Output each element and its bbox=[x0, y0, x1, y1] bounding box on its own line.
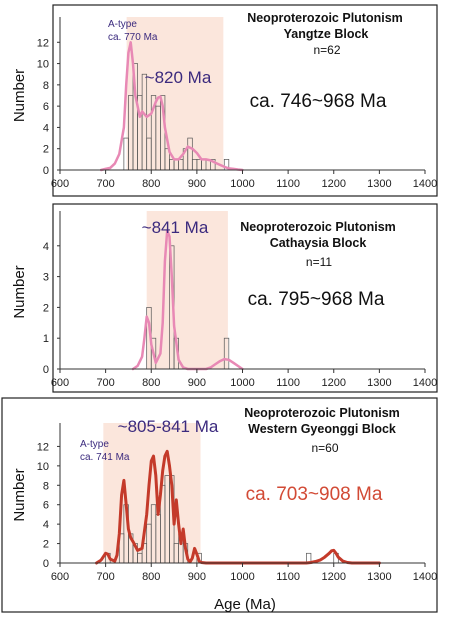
probability-density-curve bbox=[99, 41, 244, 172]
panel-title-line-2: Cathaysia Block bbox=[270, 236, 367, 250]
y-tick-label: 0 bbox=[43, 364, 49, 376]
x-tick-label: 1400 bbox=[413, 377, 437, 389]
panel-3: 600 700 800 900 1000 1100 1200 1300 1400 0 2 4 6 8 10 1… bbox=[1, 397, 438, 613]
peak-age-label: ~841 Ma bbox=[142, 218, 209, 237]
y-tick-label: 12 bbox=[37, 441, 49, 453]
sample-count-label: n=60 bbox=[311, 441, 338, 455]
y-tick-label: 2 bbox=[43, 539, 49, 551]
panel-title-line-1: Neoproterozoic Plutonism bbox=[240, 220, 396, 234]
a-type-label: A-type bbox=[80, 439, 109, 450]
x-tick-label: 1200 bbox=[322, 377, 346, 389]
x-tick-label: 1300 bbox=[367, 571, 391, 583]
panel-title-line-2: Yangtze Block bbox=[284, 27, 369, 41]
x-tick-label: 1300 bbox=[367, 178, 391, 190]
probability-density-curve bbox=[131, 229, 244, 371]
age-range-label: ca. 703~908 Ma bbox=[246, 484, 383, 505]
x-tick-label: 800 bbox=[142, 571, 160, 583]
y-tick-label: 1 bbox=[43, 333, 49, 345]
y-tick-label: 8 bbox=[43, 80, 49, 92]
age-range-shade bbox=[126, 17, 224, 170]
y-tick-label: 0 bbox=[43, 165, 49, 177]
x-tick-label: 1300 bbox=[367, 377, 391, 389]
y-tick-label: 4 bbox=[43, 519, 49, 531]
y-tick-label: 10 bbox=[37, 461, 49, 473]
x-tick-label: 900 bbox=[188, 377, 206, 389]
x-tick-label: 1000 bbox=[230, 571, 254, 583]
panel-frame bbox=[52, 203, 438, 393]
age-range-label: ca. 746~968 Ma bbox=[250, 91, 387, 112]
x-tick-label: 800 bbox=[142, 178, 160, 190]
y-tick-label: 10 bbox=[37, 59, 49, 71]
age-range-label: ca. 795~968 Ma bbox=[248, 289, 385, 310]
x-tick-label: 1200 bbox=[322, 178, 346, 190]
x-tick-label: 700 bbox=[96, 178, 114, 190]
a-type-age-label: ca. 741 Ma bbox=[80, 452, 130, 463]
sample-count-label: n=62 bbox=[313, 43, 340, 57]
panel-1: 600 700 800 900 1000 1100 1200 1300 1400 0 2 4 6 8 10 1… bbox=[11, 4, 438, 197]
x-tick-label: 1400 bbox=[413, 571, 437, 583]
y-tick-label: 12 bbox=[37, 37, 49, 49]
peak-age-label: ~805-841 Ma bbox=[118, 417, 219, 436]
y-tick-label: 8 bbox=[43, 480, 49, 492]
x-tick-label: 700 bbox=[96, 571, 114, 583]
x-tick-label: 1100 bbox=[276, 377, 300, 389]
y-tick-label: 2 bbox=[43, 302, 49, 314]
x-tick-label: 1100 bbox=[276, 571, 300, 583]
y-tick-label: 4 bbox=[43, 122, 49, 134]
x-tick-label: 1000 bbox=[230, 178, 254, 190]
y-tick-label: 0 bbox=[43, 558, 49, 570]
x-tick-label: 900 bbox=[188, 178, 206, 190]
x-tick-label: 600 bbox=[51, 178, 69, 190]
panel-title-line-2: Western Gyeonggi Block bbox=[248, 422, 396, 436]
y-tick-label: 2 bbox=[43, 144, 49, 156]
panel-2: 600 700 800 900 1000 1100 1200 1300 1400 0 1 2 3 4 Num… bbox=[11, 203, 438, 393]
y-axis-title: Number bbox=[11, 468, 28, 521]
y-tick-label: 4 bbox=[43, 241, 49, 253]
panel-title-line-1: Neoproterozoic Plutonism bbox=[244, 406, 400, 420]
x-tick-label: 600 bbox=[51, 377, 69, 389]
x-tick-label: 700 bbox=[96, 377, 114, 389]
x-tick-label: 1200 bbox=[322, 571, 346, 583]
a-type-label: A-type bbox=[108, 19, 137, 30]
y-axis-title: Number bbox=[11, 69, 28, 122]
x-tick-label: 900 bbox=[188, 571, 206, 583]
y-axis-title: Number bbox=[11, 265, 28, 318]
y-tick-label: 6 bbox=[43, 500, 49, 512]
x-tick-label: 1400 bbox=[413, 178, 437, 190]
panel-frame bbox=[1, 397, 438, 613]
peak-age-label: ~820 Ma bbox=[145, 68, 212, 87]
x-tick-label: 600 bbox=[51, 571, 69, 583]
panel-frame bbox=[52, 4, 438, 197]
x-tick-label: 1100 bbox=[276, 178, 300, 190]
panel-title-line-1: Neoproterozoic Plutonism bbox=[247, 11, 403, 25]
a-type-age-label: ca. 770 Ma bbox=[108, 32, 158, 43]
x-tick-label: 1000 bbox=[230, 377, 254, 389]
sample-count-label: n=11 bbox=[306, 255, 332, 269]
y-tick-label: 3 bbox=[43, 272, 49, 284]
probability-density-curve bbox=[95, 449, 381, 565]
y-tick-label: 6 bbox=[43, 101, 49, 113]
x-tick-label: 800 bbox=[142, 377, 160, 389]
x-axis-title: Age (Ma) bbox=[214, 596, 276, 613]
